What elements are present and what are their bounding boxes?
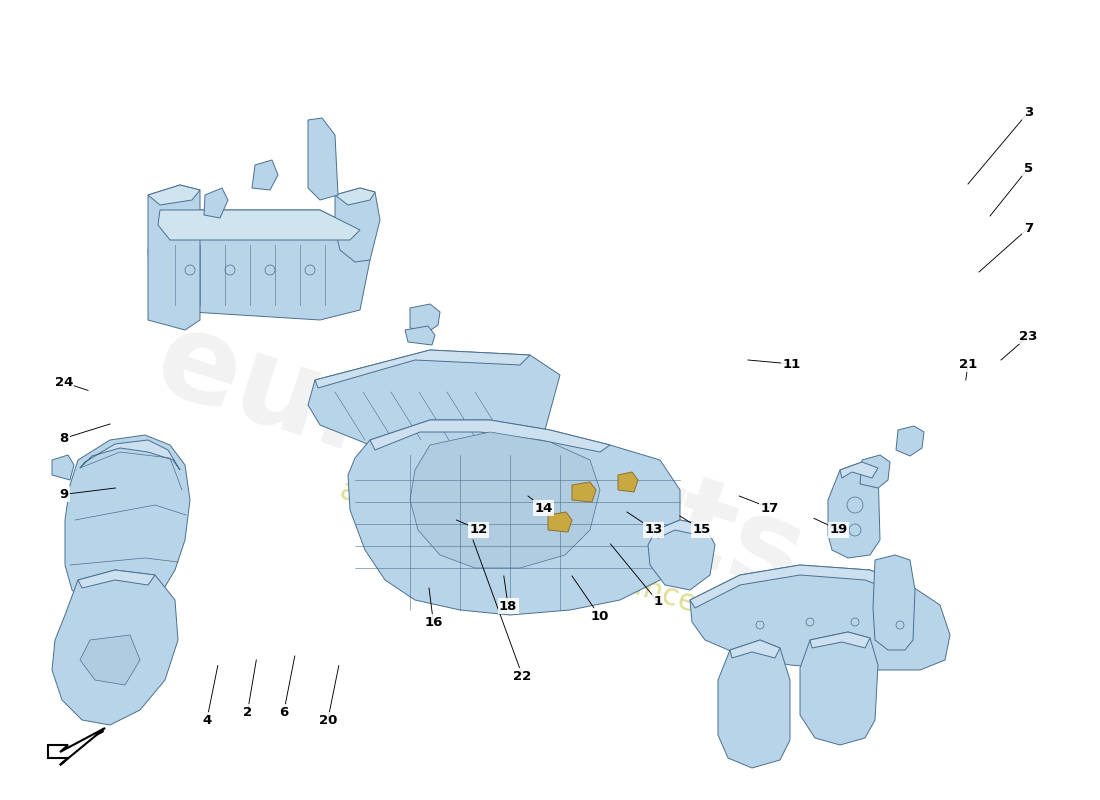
Text: 22: 22 [514,670,531,682]
Text: 8: 8 [59,432,68,445]
Polygon shape [148,185,200,205]
Polygon shape [860,455,890,488]
Polygon shape [873,555,915,650]
Polygon shape [204,188,228,218]
Polygon shape [336,188,380,262]
Polygon shape [405,326,435,345]
Polygon shape [800,632,878,745]
Text: 9: 9 [59,488,68,501]
Polygon shape [336,188,375,205]
Polygon shape [690,565,910,608]
Polygon shape [308,350,560,450]
Text: 17: 17 [761,502,779,514]
Polygon shape [828,462,880,558]
Text: 24: 24 [55,376,73,389]
Text: euroParts: euroParts [141,300,818,620]
Polygon shape [148,210,370,320]
Polygon shape [148,185,200,330]
Text: 15: 15 [693,523,711,536]
Polygon shape [410,432,600,568]
Polygon shape [52,455,74,480]
Polygon shape [65,435,190,615]
Text: 5: 5 [1024,162,1033,174]
Polygon shape [572,482,596,502]
Polygon shape [78,570,155,588]
Text: 14: 14 [535,502,552,514]
Polygon shape [80,440,180,470]
Polygon shape [52,570,178,725]
Polygon shape [252,160,278,190]
Polygon shape [315,350,530,388]
Text: 20: 20 [319,714,337,726]
Polygon shape [618,472,638,492]
Text: 4: 4 [202,714,211,726]
Polygon shape [896,426,924,456]
Polygon shape [730,640,780,658]
Polygon shape [308,118,338,200]
Text: 23: 23 [1020,330,1037,342]
Text: 16: 16 [425,616,442,629]
Polygon shape [80,635,140,685]
Polygon shape [548,512,572,532]
Text: 2: 2 [243,706,252,718]
Text: 12: 12 [470,523,487,536]
Polygon shape [410,304,440,332]
Text: 18: 18 [499,600,517,613]
Polygon shape [810,632,870,648]
Polygon shape [348,420,680,615]
Text: 1: 1 [653,595,662,608]
Text: a passion for parts since 1985: a passion for parts since 1985 [337,475,784,645]
Text: 6: 6 [279,706,288,718]
Polygon shape [656,520,705,538]
Text: 21: 21 [959,358,977,370]
Polygon shape [370,420,610,452]
Polygon shape [48,728,104,765]
Text: 3: 3 [1024,106,1033,118]
Text: 19: 19 [829,523,847,536]
Text: 13: 13 [645,523,662,536]
Text: 7: 7 [1024,222,1033,234]
Text: 10: 10 [591,610,608,622]
Polygon shape [690,565,950,670]
Polygon shape [158,210,360,240]
Polygon shape [648,520,715,590]
Text: 11: 11 [783,358,801,370]
Polygon shape [718,640,790,768]
Polygon shape [840,462,878,478]
